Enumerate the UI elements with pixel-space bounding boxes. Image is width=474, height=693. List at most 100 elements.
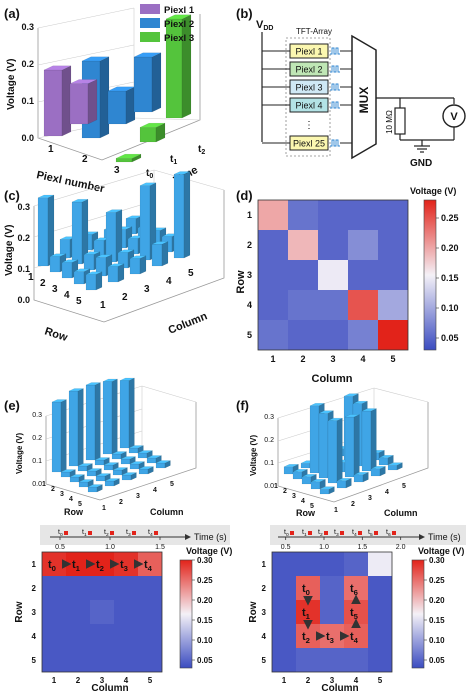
pixel-box <box>289 61 329 77</box>
panel-f-timeline-band <box>270 525 466 545</box>
heatmap-cell-r2-c3 <box>90 576 114 600</box>
heatmap-cell-r1-c1 <box>258 200 288 230</box>
panel-a-ytick: 0.0 <box>21 133 34 143</box>
voltmeter-label: V <box>450 111 458 123</box>
circuit-array-label: TFT-Array <box>296 27 332 36</box>
colorbar-tick-label: 0.20 <box>197 596 213 605</box>
heatmap-ytick: 3 <box>32 608 37 617</box>
heatmap-xtick: 1 <box>282 676 287 685</box>
bar-r5-c1 <box>85 271 103 291</box>
heatmap-cell-r1-c2 <box>296 552 320 576</box>
heatmap-annotation: t2 <box>302 631 310 645</box>
heatmap-cell-r3-c5 <box>368 600 392 624</box>
panel-label-b: (b) <box>236 6 253 21</box>
colorbar-tick-label: 0.25 <box>197 576 213 585</box>
heatmap-cell-r5-c2 <box>296 648 320 672</box>
heatmap-ytick: 1 <box>32 560 37 569</box>
heatmap-cell-r5-c2 <box>288 320 318 350</box>
legend-label: Piexl 1 <box>164 5 195 16</box>
timeline-event-marker <box>290 531 294 535</box>
pixel-label: Piexl 4 <box>295 101 322 111</box>
bar-r5-c5 <box>387 462 403 471</box>
timeline-event-label: t3 <box>334 529 339 538</box>
panel-e-grid <box>141 385 197 403</box>
heatmap-cell-r3-c1 <box>272 600 296 624</box>
bar-r5-c2 <box>336 477 352 489</box>
bar-r3-c3 <box>103 462 119 471</box>
bar-piexl2-3 <box>133 52 162 113</box>
heatmap-cell-r3-c4 <box>114 600 138 624</box>
heatmap-ytick: 2 <box>247 240 252 250</box>
panel-f-ytick: 0.0 <box>264 483 274 490</box>
bar-r5-c2 <box>104 478 120 487</box>
heatmap-cell-r5-c1 <box>42 648 66 672</box>
bar-r3-c1 <box>69 474 85 483</box>
bar-r3-c3 <box>105 209 123 263</box>
pulse-icon <box>330 47 340 55</box>
bar-r4-c5 <box>378 454 394 466</box>
heatmap-xtick: 5 <box>378 676 383 685</box>
heatmap-annotation: t3 <box>120 559 128 573</box>
heatmap-ytick: 5 <box>32 656 37 665</box>
heatmap-cell-r4-c3 <box>90 624 114 648</box>
colorbar-tick-label: 0.15 <box>441 273 459 283</box>
heatmap-cell-r5-c5 <box>138 648 162 672</box>
timeline-tick-label: 1.0 <box>319 544 329 551</box>
panel-e-axis-frame <box>45 402 197 501</box>
heatmap-cell-r1-c5 <box>378 200 408 230</box>
panel-a-xlabel: Piexl number <box>35 169 106 195</box>
panel-a-bar-chart: 0.0 0.1 0.2 0.3 Voltage (V) 1 2 3 Piexl num… <box>6 4 205 195</box>
colorbar-tick-label: 0.10 <box>429 636 445 645</box>
colorbar-tick-label: 0.05 <box>441 333 459 343</box>
timeline-event-marker <box>154 531 158 535</box>
heatmap-xtick: 5 <box>148 676 153 685</box>
bar-r3-c4 <box>120 456 136 465</box>
col-tick: 2 <box>119 499 123 506</box>
timeline-event-marker <box>88 531 92 535</box>
heatmap-annotation: t1 <box>72 559 81 573</box>
timeline-tick-label: 1.0 <box>105 544 115 551</box>
panel-e-zlabel: Column <box>150 507 184 517</box>
colorbar-tick-label: 0.10 <box>197 636 213 645</box>
row-tick: 4 <box>69 496 73 503</box>
heatmap-ytick: 1 <box>262 560 267 569</box>
bar-r5-c4 <box>151 241 169 267</box>
bar-r5-c2 <box>107 263 125 283</box>
pixel-box <box>289 43 329 59</box>
heatmap-cell-r5-c1 <box>272 648 296 672</box>
col-tick: 5 <box>402 483 406 490</box>
heatmap-ytick: 4 <box>262 632 267 641</box>
bar-r1-c4 <box>102 378 118 455</box>
heatmap-cell-r2-c5 <box>138 576 162 600</box>
heatmap-ytick: 5 <box>262 656 267 665</box>
row-tick: 1 <box>274 483 278 490</box>
bar-piexl3-2 <box>165 14 192 119</box>
heatmap-cell-r2-c2 <box>66 576 90 600</box>
timeline-event-marker <box>64 531 68 535</box>
col-tick: 2 <box>122 292 128 303</box>
timeline-event-label: t0 <box>284 529 289 538</box>
colorbar-tick-label: 0.10 <box>441 303 459 313</box>
panel-e-ytick: 0.3 <box>32 412 42 419</box>
timeline-tick-label: 1.5 <box>357 544 367 551</box>
bar-piexl1-0 <box>43 65 72 137</box>
bar-r5-c5 <box>155 460 171 469</box>
panel-d-colorbar <box>423 199 437 351</box>
heatmap-xtick: 4 <box>124 676 129 685</box>
heatmap-cell-r4-c1 <box>272 624 296 648</box>
heatmap-cell-r1-c3 <box>318 200 348 230</box>
panel-c-ytick: 0.0 <box>17 295 30 305</box>
panel-label-e: (e) <box>4 398 20 413</box>
bar-r4-c5 <box>146 455 162 464</box>
panel-a-time-tick-t1: t1 <box>170 154 177 166</box>
heatmap-cell-r5-c3 <box>90 648 114 672</box>
heatmap-cell-r2-c3 <box>318 230 348 260</box>
heatmap-cell-r5-c2 <box>66 648 90 672</box>
heatmap-cell-r2-c1 <box>258 230 288 260</box>
heatmap-xtick: 1 <box>270 354 275 364</box>
heatmap-ytick: 1 <box>247 210 252 220</box>
panel-a-xtick: 3 <box>114 165 120 176</box>
bar-r2-c4 <box>111 451 127 460</box>
resistor-label: 10 MΩ <box>385 110 394 134</box>
